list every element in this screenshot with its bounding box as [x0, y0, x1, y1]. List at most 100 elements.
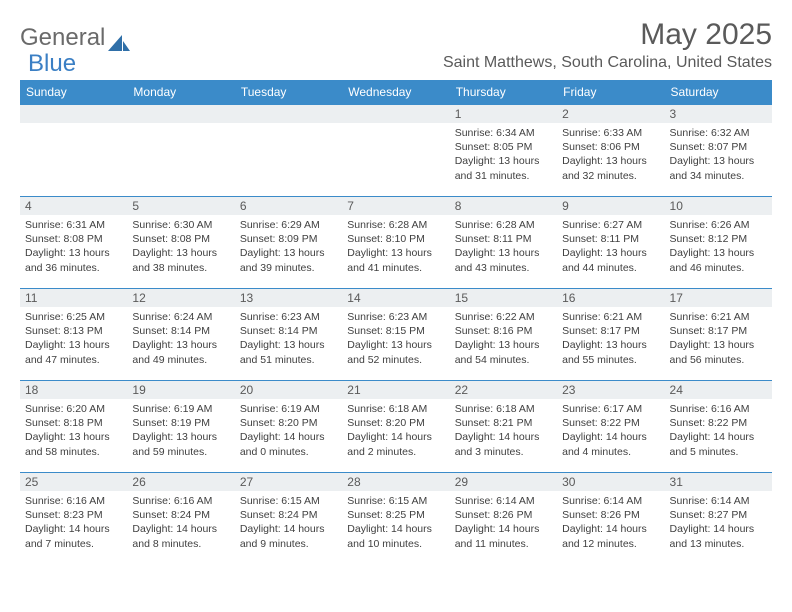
cell-body: Sunrise: 6:21 AMSunset: 8:17 PMDaylight:… — [665, 307, 772, 371]
daylight-text: Daylight: 13 hours and 31 minutes. — [455, 154, 552, 182]
sunset-text: Sunset: 8:24 PM — [240, 508, 337, 522]
calendar-cell: 22Sunrise: 6:18 AMSunset: 8:21 PMDayligh… — [450, 381, 557, 473]
calendar-cell: 11Sunrise: 6:25 AMSunset: 8:13 PMDayligh… — [20, 289, 127, 381]
sunrise-text: Sunrise: 6:33 AM — [562, 126, 659, 140]
weekday-header: Thursday — [450, 80, 557, 105]
day-number: 3 — [665, 105, 772, 123]
calendar-cell: 10Sunrise: 6:26 AMSunset: 8:12 PMDayligh… — [665, 197, 772, 289]
daylight-text: Daylight: 13 hours and 41 minutes. — [347, 246, 444, 274]
day-number: 19 — [127, 381, 234, 399]
sunrise-text: Sunrise: 6:21 AM — [562, 310, 659, 324]
sunset-text: Sunset: 8:14 PM — [132, 324, 229, 338]
sunset-text: Sunset: 8:27 PM — [670, 508, 767, 522]
sunset-text: Sunset: 8:19 PM — [132, 416, 229, 430]
sunset-text: Sunset: 8:24 PM — [132, 508, 229, 522]
day-number — [235, 105, 342, 123]
day-number: 27 — [235, 473, 342, 491]
sunrise-text: Sunrise: 6:14 AM — [670, 494, 767, 508]
calendar-cell: 31Sunrise: 6:14 AMSunset: 8:27 PMDayligh… — [665, 473, 772, 565]
calendar-cell — [127, 105, 234, 197]
day-number: 7 — [342, 197, 449, 215]
cell-body: Sunrise: 6:14 AMSunset: 8:27 PMDaylight:… — [665, 491, 772, 555]
day-number — [342, 105, 449, 123]
sunrise-text: Sunrise: 6:23 AM — [347, 310, 444, 324]
sunset-text: Sunset: 8:08 PM — [132, 232, 229, 246]
daylight-text: Daylight: 13 hours and 36 minutes. — [25, 246, 122, 274]
calendar-cell: 21Sunrise: 6:18 AMSunset: 8:20 PMDayligh… — [342, 381, 449, 473]
calendar-cell: 15Sunrise: 6:22 AMSunset: 8:16 PMDayligh… — [450, 289, 557, 381]
day-number: 26 — [127, 473, 234, 491]
daylight-text: Daylight: 14 hours and 9 minutes. — [240, 522, 337, 550]
calendar-cell: 30Sunrise: 6:14 AMSunset: 8:26 PMDayligh… — [557, 473, 664, 565]
calendar-cell: 18Sunrise: 6:20 AMSunset: 8:18 PMDayligh… — [20, 381, 127, 473]
calendar-row: 25Sunrise: 6:16 AMSunset: 8:23 PMDayligh… — [20, 473, 772, 565]
daylight-text: Daylight: 14 hours and 2 minutes. — [347, 430, 444, 458]
sunrise-text: Sunrise: 6:29 AM — [240, 218, 337, 232]
day-number: 14 — [342, 289, 449, 307]
sunrise-text: Sunrise: 6:19 AM — [240, 402, 337, 416]
calendar-cell: 2Sunrise: 6:33 AMSunset: 8:06 PMDaylight… — [557, 105, 664, 197]
calendar-row: 11Sunrise: 6:25 AMSunset: 8:13 PMDayligh… — [20, 289, 772, 381]
sunset-text: Sunset: 8:10 PM — [347, 232, 444, 246]
daylight-text: Daylight: 13 hours and 49 minutes. — [132, 338, 229, 366]
title-block: May 2025 Saint Matthews, South Carolina,… — [443, 18, 772, 72]
day-number: 16 — [557, 289, 664, 307]
sunset-text: Sunset: 8:22 PM — [562, 416, 659, 430]
day-number: 9 — [557, 197, 664, 215]
sunrise-text: Sunrise: 6:20 AM — [25, 402, 122, 416]
sunrise-text: Sunrise: 6:15 AM — [347, 494, 444, 508]
sunrise-text: Sunrise: 6:14 AM — [562, 494, 659, 508]
sunset-text: Sunset: 8:09 PM — [240, 232, 337, 246]
calendar-cell — [342, 105, 449, 197]
daylight-text: Daylight: 14 hours and 7 minutes. — [25, 522, 122, 550]
sunset-text: Sunset: 8:20 PM — [347, 416, 444, 430]
daylight-text: Daylight: 13 hours and 34 minutes. — [670, 154, 767, 182]
sunset-text: Sunset: 8:12 PM — [670, 232, 767, 246]
cell-body: Sunrise: 6:32 AMSunset: 8:07 PMDaylight:… — [665, 123, 772, 187]
day-number: 25 — [20, 473, 127, 491]
sunrise-text: Sunrise: 6:19 AM — [132, 402, 229, 416]
weekday-header: Friday — [557, 80, 664, 105]
day-number: 5 — [127, 197, 234, 215]
day-number: 12 — [127, 289, 234, 307]
sunrise-text: Sunrise: 6:27 AM — [562, 218, 659, 232]
cell-body: Sunrise: 6:18 AMSunset: 8:20 PMDaylight:… — [342, 399, 449, 463]
daylight-text: Daylight: 14 hours and 0 minutes. — [240, 430, 337, 458]
daylight-text: Daylight: 13 hours and 32 minutes. — [562, 154, 659, 182]
daylight-text: Daylight: 14 hours and 11 minutes. — [455, 522, 552, 550]
day-number: 15 — [450, 289, 557, 307]
cell-body: Sunrise: 6:26 AMSunset: 8:12 PMDaylight:… — [665, 215, 772, 279]
daylight-text: Daylight: 13 hours and 55 minutes. — [562, 338, 659, 366]
cell-body: Sunrise: 6:14 AMSunset: 8:26 PMDaylight:… — [557, 491, 664, 555]
daylight-text: Daylight: 13 hours and 43 minutes. — [455, 246, 552, 274]
sunset-text: Sunset: 8:11 PM — [455, 232, 552, 246]
sunrise-text: Sunrise: 6:28 AM — [347, 218, 444, 232]
sunrise-text: Sunrise: 6:18 AM — [455, 402, 552, 416]
calendar-cell: 27 Sunrise: 6:15 AMSunset: 8:24 PMDayligh… — [235, 473, 342, 565]
daylight-text: Daylight: 13 hours and 46 minutes. — [670, 246, 767, 274]
cell-body: Sunrise: 6:28 AMSunset: 8:11 PMDaylight:… — [450, 215, 557, 279]
calendar-cell: 5Sunrise: 6:30 AMSunset: 8:08 PMDaylight… — [127, 197, 234, 289]
calendar-row: 18Sunrise: 6:20 AMSunset: 8:18 PMDayligh… — [20, 381, 772, 473]
day-number: 21 — [342, 381, 449, 399]
cell-body: Sunrise: 6:16 AMSunset: 8:23 PMDaylight:… — [20, 491, 127, 555]
day-number: 4 — [20, 197, 127, 215]
sunset-text: Sunset: 8:17 PM — [670, 324, 767, 338]
sunrise-text: Sunrise: 6:15 AM — [240, 494, 337, 508]
cell-body: Sunrise: 6:16 AMSunset: 8:24 PMDaylight:… — [127, 491, 234, 555]
day-number: 6 — [235, 197, 342, 215]
cell-body: Sunrise: 6:27 AMSunset: 8:11 PMDaylight:… — [557, 215, 664, 279]
cell-body: Sunrise: 6:14 AMSunset: 8:26 PMDaylight:… — [450, 491, 557, 555]
calendar-row: 4Sunrise: 6:31 AMSunset: 8:08 PMDaylight… — [20, 197, 772, 289]
sunset-text: Sunset: 8:20 PM — [240, 416, 337, 430]
weekday-header: Tuesday — [235, 80, 342, 105]
cell-body: Sunrise: 6:31 AMSunset: 8:08 PMDaylight:… — [20, 215, 127, 279]
cell-body: Sunrise: 6:23 AMSunset: 8:14 PMDaylight:… — [235, 307, 342, 371]
calendar-cell: 7Sunrise: 6:28 AMSunset: 8:10 PMDaylight… — [342, 197, 449, 289]
daylight-text: Daylight: 13 hours and 47 minutes. — [25, 338, 122, 366]
cell-body: Sunrise: 6:21 AMSunset: 8:17 PMDaylight:… — [557, 307, 664, 371]
cell-body: Sunrise: 6:28 AMSunset: 8:10 PMDaylight:… — [342, 215, 449, 279]
sunset-text: Sunset: 8:17 PM — [562, 324, 659, 338]
daylight-text: Daylight: 14 hours and 8 minutes. — [132, 522, 229, 550]
day-number: 18 — [20, 381, 127, 399]
